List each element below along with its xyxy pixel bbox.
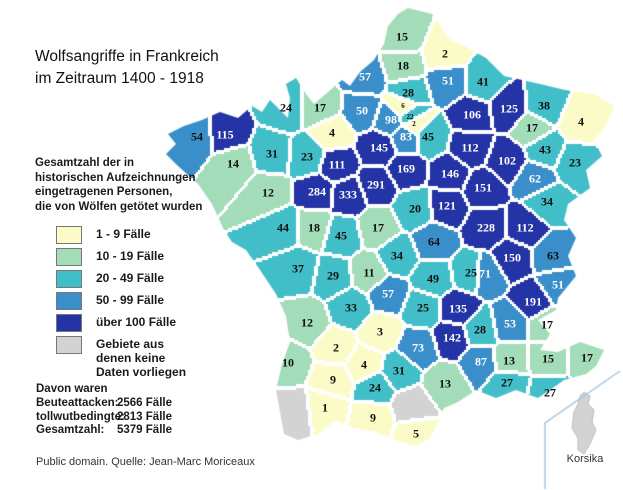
legend-item: Gebiete aus denen keine Daten vorliegen <box>56 336 186 379</box>
legend-item: 10 - 19 Fälle <box>56 248 186 266</box>
source-credit: Public domain. Quelle: Jean-Marc Moricea… <box>36 456 255 468</box>
stats-row: tollwutbedingte: 2813 Fälle <box>36 411 172 425</box>
legend-label: 50 - 99 Fälle <box>96 293 165 307</box>
description-line: die von Wölfen getötet wurden <box>35 200 203 213</box>
title-line-2: im Zeitraum 1400 - 1918 <box>35 70 204 87</box>
stats-value: 2813 Fälle <box>117 410 172 423</box>
legend: 1 - 9 Fälle 10 - 19 Fälle 20 - 49 Fälle 50 … <box>56 226 186 383</box>
legend-swatch <box>56 336 82 354</box>
legend-label: 10 - 19 Fälle <box>96 249 165 263</box>
stats-row: Gesamtzahl: 5379 Fälle <box>36 424 172 438</box>
legend-label: 20 - 49 Fälle <box>96 271 165 285</box>
stats-value: 5379 Fälle <box>117 424 172 437</box>
map-description: Gesamtzahl der in historischen Aufzeichn… <box>35 156 202 214</box>
description-line: historischen Aufzeichnungen <box>35 171 196 184</box>
legend-swatch <box>56 270 82 288</box>
legend-item: 1 - 9 Fälle <box>56 226 186 244</box>
stats-value: 2566 Fälle <box>117 396 172 409</box>
stats-row: Beuteattacken: 2566 Fälle <box>36 397 172 411</box>
page-title: Wolfsangriffe in Frankreich im Zeitraum … <box>35 46 219 90</box>
legend-swatch <box>56 226 82 244</box>
statistics-block: Davon waren Beuteattacken: 2566 Fälle to… <box>36 383 172 438</box>
legend-swatch <box>56 314 82 332</box>
legend-label: Gebiete aus denen keine Daten vorliegen <box>96 337 187 379</box>
legend-swatch <box>56 248 82 266</box>
description-line: Gesamtzahl der in <box>35 157 135 169</box>
stats-label: Beuteattacken: <box>36 396 119 409</box>
legend-item: über 100 Fälle <box>56 314 186 332</box>
legend-label: über 100 Fälle <box>96 315 177 329</box>
legend-swatch <box>56 292 82 310</box>
legend-item: 20 - 49 Fälle <box>56 270 186 288</box>
description-line: eingetragenen Personen, <box>35 186 173 198</box>
legend-item: 50 - 99 Fälle <box>56 292 186 310</box>
title-line-1: Wolfsangriffe in Frankreich <box>35 48 219 65</box>
stats-label: tollwutbedingte: <box>36 410 125 423</box>
legend-label: 1 - 9 Fälle <box>96 227 151 241</box>
stats-intro: Davon waren <box>36 383 108 395</box>
stats-label: Gesamtzahl: <box>36 424 105 437</box>
corsica-inset-label: Korsika <box>566 453 604 465</box>
